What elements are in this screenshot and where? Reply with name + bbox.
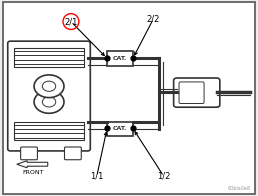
Text: 80bla0e8: 80bla0e8: [227, 186, 250, 191]
Circle shape: [42, 81, 56, 91]
Text: CAT.: CAT.: [113, 126, 127, 131]
FancyBboxPatch shape: [14, 122, 84, 140]
FancyBboxPatch shape: [21, 147, 37, 160]
FancyBboxPatch shape: [64, 147, 81, 160]
FancyBboxPatch shape: [179, 82, 204, 103]
FancyBboxPatch shape: [3, 2, 255, 194]
FancyBboxPatch shape: [14, 48, 84, 67]
Text: 2/2: 2/2: [147, 14, 160, 23]
Circle shape: [34, 75, 64, 98]
Text: 2/1: 2/1: [64, 17, 78, 26]
FancyBboxPatch shape: [174, 78, 220, 107]
Text: FRONT: FRONT: [22, 170, 44, 175]
FancyBboxPatch shape: [107, 51, 133, 66]
Polygon shape: [17, 161, 48, 168]
Circle shape: [34, 91, 64, 113]
Circle shape: [42, 97, 56, 107]
Text: 1/1: 1/1: [90, 172, 103, 181]
FancyBboxPatch shape: [8, 41, 90, 151]
FancyBboxPatch shape: [107, 122, 133, 136]
Text: 1/2: 1/2: [157, 172, 171, 181]
Text: CAT.: CAT.: [113, 56, 127, 61]
